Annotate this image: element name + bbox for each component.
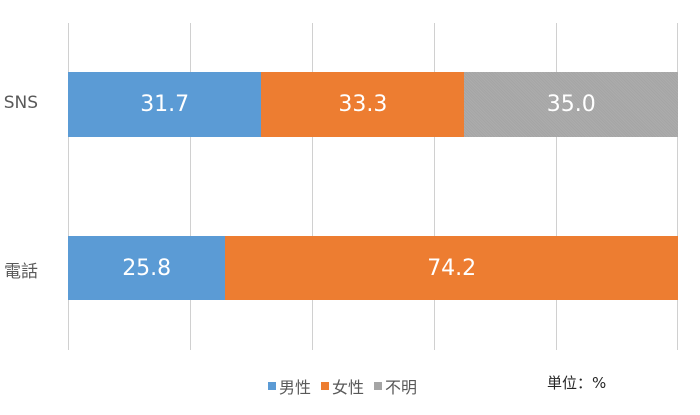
bar-segment-sns-female: 33.3 [261,72,465,137]
data-label: 25.8 [122,255,172,281]
gridline-20 [190,23,191,350]
unit-note: 単位：% [547,374,607,392]
category-label-sns: SNS [3,93,38,113]
category-label-phone: 電話 [4,262,38,282]
gridline-100 [677,23,678,350]
legend-swatch-icon [321,382,330,390]
data-label: 33.3 [338,92,388,117]
gridline-40 [312,23,313,350]
plot-area: SNS 31.7 33.3 35.0 電話 25.8 74.2 [4,23,678,350]
legend-swatch-icon [268,382,276,390]
legend-label: 不明 [385,378,418,397]
legend-item-female: 女性 [321,374,364,398]
gridline-80 [556,23,557,350]
data-label: 74.2 [427,255,477,281]
gridline-0 [68,23,69,350]
data-label: 31.7 [140,92,190,117]
bar-segment-phone-male: 25.8 [68,236,226,300]
bar-segment-phone-female: 74.2 [225,236,678,300]
legend-label: 女性 [332,378,365,397]
legend-swatch-icon [374,382,383,390]
bar-segment-sns-unknown: 35.0 [464,72,678,137]
bar-segment-sns-male: 31.7 [68,72,262,137]
legend-label: 男性 [279,378,312,397]
bar-phone: 25.8 74.2 [68,236,678,300]
legend-item-unknown: 不明 [374,374,417,398]
legend: 男性 女性 不明 [268,374,417,398]
legend-item-male: 男性 [268,374,311,398]
gridline-60 [434,23,435,350]
bar-sns: 31.7 33.3 35.0 [68,72,678,137]
data-label: 35.0 [546,92,596,117]
